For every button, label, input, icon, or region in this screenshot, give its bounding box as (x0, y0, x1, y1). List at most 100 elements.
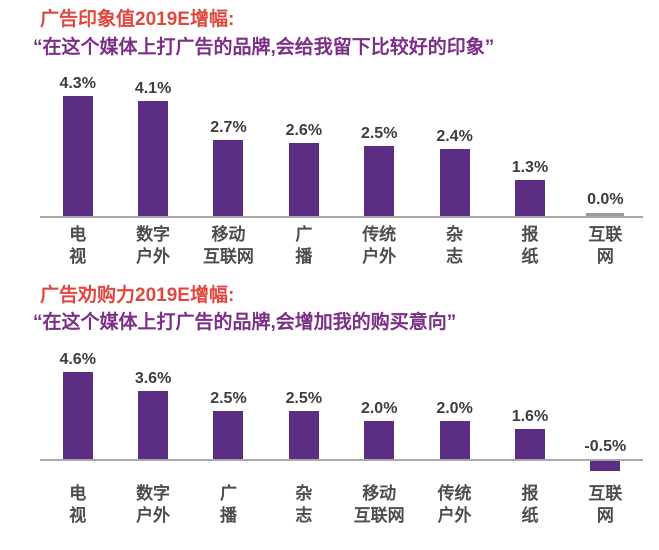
category-label: 电 视 (69, 224, 87, 266)
category-label: 移动 互联网 (202, 224, 254, 266)
bar (62, 95, 93, 216)
bar-value-label: 2.4% (436, 127, 473, 145)
plot-area: 2.5% (266, 349, 341, 460)
category-label: 数字 户外 (136, 224, 171, 266)
bar-columns: 4.6% 3.6% 2.5% 2.5% 2.0% 2.0% 1.6% -0.5% (40, 349, 643, 460)
bar-value-label: 2.5% (285, 390, 323, 408)
plot-area: 2.7% (191, 74, 266, 216)
category-label: 移动 互联网 (353, 484, 405, 526)
bar-value-label: 2.5% (360, 124, 398, 142)
category-label-row: 电 视 数字 户外 移动 互联网 广 播 传统 户外 杂 志 报 纸 互联 网 (40, 224, 643, 268)
plot-area: 2.6% (266, 74, 341, 216)
plot-area: 2.0% (417, 349, 492, 460)
impression-chart-section: 广告印象值2019E增幅: “在这个媒体上打广告的品牌,会给我留下比较好的印象”… (0, 0, 659, 268)
bar-column: 0.0% (568, 74, 643, 216)
category-label: 数字 户外 (136, 484, 171, 526)
bar (288, 142, 319, 216)
bar-value-label: 2.6% (285, 121, 323, 139)
bar-value-label: 0.0% (587, 190, 624, 208)
plot-area: 1.6% (492, 349, 567, 460)
plot-area: 1.3% (492, 74, 567, 216)
persuasion-chart-title: 广告劝购力2019E增幅: (40, 284, 235, 306)
x-axis-line (40, 459, 643, 462)
bar (364, 145, 395, 216)
bar-column: 3.6% (115, 349, 190, 460)
bar (62, 372, 93, 460)
bar (213, 411, 244, 460)
category-label: 互联 网 (588, 224, 623, 266)
neg-column (40, 461, 115, 477)
category-label: 杂 志 (446, 224, 464, 266)
category-label: 广 播 (295, 224, 313, 266)
bar-value-label: 1.3% (511, 158, 549, 176)
plot-area: 2.0% (342, 349, 417, 460)
plot-area: 2.5% (191, 349, 266, 460)
neg-column (492, 461, 567, 477)
bar (213, 139, 244, 216)
category-label: 报 纸 (521, 484, 539, 526)
plot-area: 2.5% (342, 74, 417, 216)
bar (514, 429, 545, 460)
bar-value-label: 2.7% (210, 118, 247, 136)
persuasion-chart-section: 广告劝购力2019E增幅: “在这个媒体上打广告的品牌,会增加我的购买意向” 4… (0, 268, 659, 528)
plot-area: 4.1% (115, 74, 190, 216)
plot-area: 0.0% (568, 74, 643, 216)
persuasion-bar-chart: 4.6% 3.6% 2.5% 2.5% 2.0% 2.0% 1.6% -0.5% 电 视 数字 户… (40, 349, 643, 527)
bar (439, 148, 470, 216)
bar-column: -0.5% (568, 349, 643, 459)
neg-column (342, 461, 417, 477)
plot-area: 4.6% (40, 349, 115, 460)
bar-column: 2.0% (342, 349, 417, 460)
persuasion-chart-subtitle: “在这个媒体上打广告的品牌,会增加我的购买意向” (33, 312, 457, 334)
bar-value-label: 4.6% (59, 351, 96, 369)
bar-column: 2.7% (191, 74, 266, 216)
bar-value-label: 2.0% (436, 400, 473, 418)
x-axis-line (40, 215, 643, 218)
plot-area: 3.6% (115, 349, 190, 460)
bar (138, 100, 169, 216)
bar-column: 4.3% (40, 74, 115, 216)
bar-column: 2.5% (191, 349, 266, 460)
neg-column (266, 461, 341, 477)
bar-column: 2.6% (266, 74, 341, 216)
negative-bar (590, 461, 621, 472)
bar (364, 421, 395, 460)
category-label: 互联 网 (588, 484, 623, 526)
impression-chart-subtitle: “在这个媒体上打广告的品牌,会给我留下比较好的印象” (33, 36, 495, 58)
bar-value-label: 2.5% (210, 390, 247, 408)
bar (138, 391, 169, 460)
bar-value-label: 3.6% (134, 370, 172, 388)
category-label: 广 播 (219, 484, 237, 526)
bar-column: 1.6% (492, 349, 567, 460)
bar-value-label: -0.5% (584, 438, 627, 456)
bar-column: 4.6% (40, 349, 115, 460)
impression-bar-chart: 4.3% 4.1% 2.7% 2.6% 2.5% 2.4% 1.3% 0.0% 电 视 数字 户外… (40, 74, 643, 268)
bar-column: 1.3% (492, 74, 567, 216)
bar (288, 411, 319, 460)
bar (439, 421, 470, 460)
bar-value-label: 1.6% (511, 408, 549, 426)
category-label: 报 纸 (521, 224, 539, 266)
zero-bar (586, 212, 625, 216)
bar-columns: 4.3% 4.1% 2.7% 2.6% 2.5% 2.4% 1.3% 0.0% (40, 74, 643, 216)
neg-column (417, 461, 492, 477)
bar (514, 179, 545, 216)
category-label: 杂 志 (295, 484, 313, 526)
plot-area: -0.5% (568, 349, 643, 459)
category-label: 电 视 (69, 484, 87, 526)
neg-column (115, 461, 190, 477)
neg-column (191, 461, 266, 477)
bar-value-label: 2.0% (360, 400, 398, 418)
bar-column: 2.0% (417, 349, 492, 460)
plot-area: 4.3% (40, 74, 115, 216)
bar-column: 2.5% (342, 74, 417, 216)
plot-area: 2.4% (417, 74, 492, 216)
category-label: 传统 户外 (362, 224, 397, 266)
bar-value-label: 4.3% (59, 74, 96, 92)
negative-bar-zone (40, 461, 643, 477)
neg-column (568, 461, 643, 477)
bar-column: 2.5% (266, 349, 341, 460)
bar-column: 4.1% (115, 74, 190, 216)
bar-column: 2.4% (417, 74, 492, 216)
bar-value-label: 4.1% (134, 79, 172, 97)
